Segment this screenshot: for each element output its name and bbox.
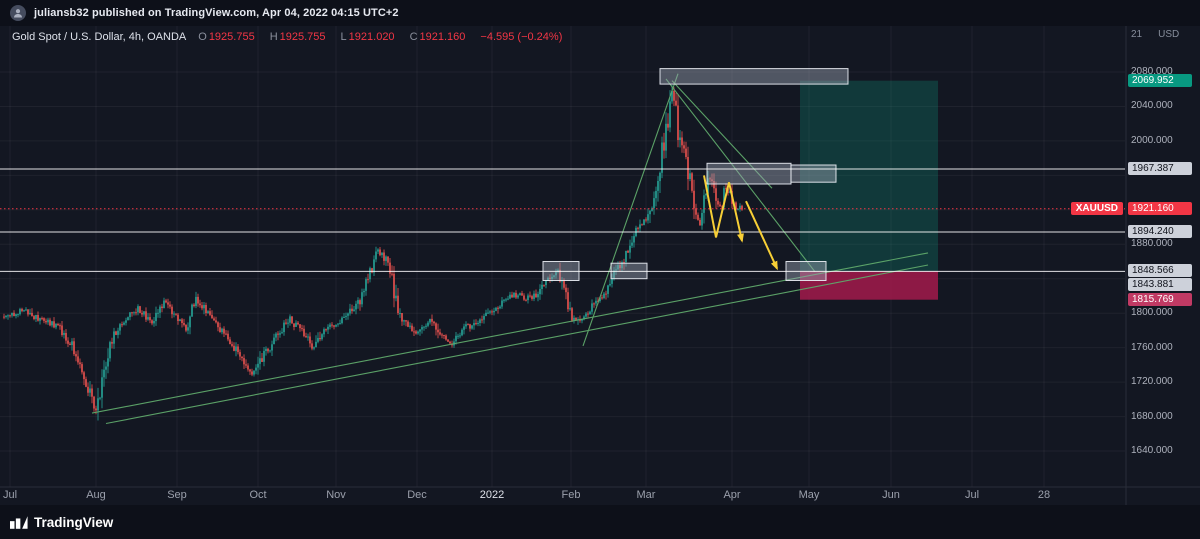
corner-number: 21 <box>1131 29 1143 40</box>
ohlc-high: H 1925.755 <box>269 31 326 43</box>
currency-unit-label: USD <box>1158 29 1180 40</box>
symbol-price-flag: XAUUSD <box>1070 201 1123 215</box>
time-tick: Jun <box>882 489 900 501</box>
time-tick: Jul <box>2 489 18 501</box>
price-tick: 1720.000 <box>1131 376 1173 388</box>
time-tick: Nov <box>326 489 346 501</box>
ohlc-low: L 1921.020 <box>340 31 395 43</box>
time-tick: Apr <box>723 489 741 501</box>
ohlc-close: C 1921.160 <box>409 31 466 43</box>
supply-zone-1967-right <box>790 164 837 183</box>
level-price-badge: 1967.387 <box>1128 162 1192 175</box>
chart-legend: Gold Spot / U.S. Dollar, 4h, OANDA O 1925… <box>12 31 562 43</box>
supply-zone-top <box>659 68 849 85</box>
price-axis[interactable]: 2080.000 2040.000 2000.000 1880.000 1800.000… <box>1127 26 1200 487</box>
price-tick: 1680.000 <box>1131 410 1173 422</box>
time-tick: Oct <box>249 489 267 501</box>
time-tick: May <box>798 489 820 501</box>
candles-layer <box>3 85 743 421</box>
time-tick: Aug <box>86 489 106 501</box>
price-tick: 1640.000 <box>1131 445 1173 457</box>
symbol-title: Gold Spot / U.S. Dollar, 4h, OANDA <box>12 31 187 43</box>
time-tick: 28 <box>1037 489 1051 501</box>
price-tick: 1800.000 <box>1131 307 1173 319</box>
level-price-badge: 1848.566 <box>1128 264 1192 278</box>
price-tick: 1880.000 <box>1131 238 1173 250</box>
brand-text: TradingView <box>34 514 114 530</box>
ohlc-open: O 1925.755 <box>198 31 255 43</box>
tradingview-link[interactable]: TradingView <box>10 515 113 530</box>
time-tick: Mar <box>636 489 656 501</box>
price-axis-corner: 21 USD <box>1131 29 1179 40</box>
footer-bar: TradingView <box>0 505 1200 539</box>
trendlines-layer <box>91 73 929 425</box>
target-price-badge: 2069.952 <box>1128 73 1192 87</box>
level-lines <box>0 168 1125 272</box>
projection-arrows <box>703 175 778 271</box>
level-price-badge: 1894.240 <box>1128 225 1192 238</box>
user-avatar <box>10 5 26 21</box>
tradingview-logo <box>10 515 28 529</box>
time-tick: 2022 <box>479 489 505 501</box>
person-icon <box>14 9 22 18</box>
time-tick: Dec <box>407 489 427 501</box>
supply-zone-1967-left <box>706 162 792 185</box>
time-axis[interactable]: Jul Aug Sep Oct Nov Dec 2022 Feb Mar Apr May Jun Jul… <box>0 489 1126 505</box>
price-tick: 2080.000 <box>1131 66 1173 77</box>
change-text: −4.595 (−0.24%) <box>480 31 563 43</box>
profit-zone <box>800 80 938 272</box>
time-tick: Feb <box>561 489 581 501</box>
last-price-badge: 1921.160 <box>1128 201 1192 215</box>
publisher-bar: juliansb32 published on TradingView.com,… <box>0 0 1200 26</box>
price-tick: 1760.000 <box>1131 341 1173 353</box>
grid-layer <box>0 26 1125 487</box>
price-tick: 2040.000 <box>1131 100 1173 112</box>
time-tick: Jul <box>964 489 980 501</box>
time-tick: Sep <box>167 489 187 501</box>
entry-price-badge: 1843.881 <box>1128 278 1192 292</box>
price-tick: 2000.000 <box>1131 134 1173 146</box>
stop-price-badge: 1815.769 <box>1128 292 1192 306</box>
publisher-text: juliansb32 published on TradingView.com,… <box>34 7 399 19</box>
